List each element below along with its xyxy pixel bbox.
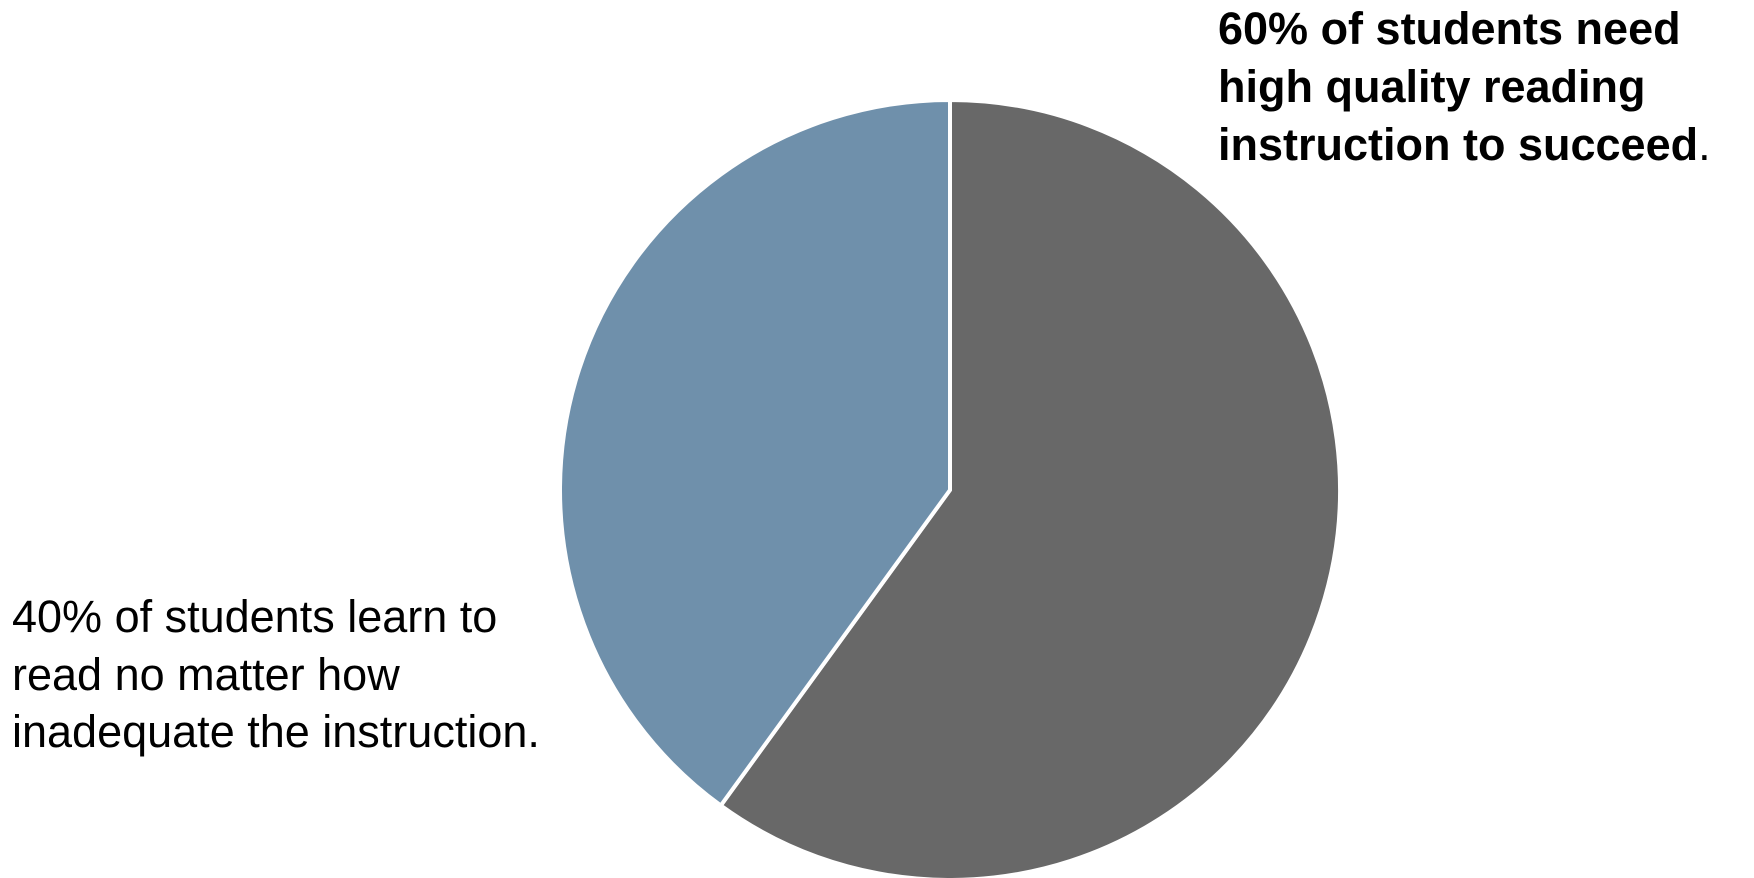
slice-label-60-line-3-text: instruction to succeed [1218, 119, 1698, 170]
pie-slice-40-percent [558, 98, 952, 808]
slice-label-60-line-2: high quality reading [1218, 61, 1646, 112]
slice-label-40-line-1: 40% of students learn to [12, 591, 497, 642]
slice-label-60-period: . [1698, 119, 1711, 170]
slice-label-40-percent: 40% of students learn to read no matter … [12, 591, 540, 757]
slice-label-40-line-2: read no matter how [12, 649, 400, 700]
slice-label-60-line-1: 60% of students need [1218, 3, 1681, 54]
pie-slice-60-percent [718, 98, 1342, 878]
slice-label-60-percent: 60% of students need high quality readin… [1218, 3, 1711, 170]
slice-label-60-line-3: instruction to succeed. [1218, 119, 1711, 170]
pie-slices [558, 98, 1342, 878]
slice-label-40-line-3: inadequate the instruction. [12, 706, 540, 757]
